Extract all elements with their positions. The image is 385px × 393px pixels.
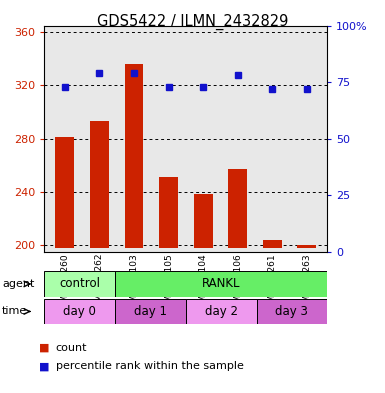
Bar	[186, 299, 256, 324]
Text: day 0: day 0	[63, 305, 96, 318]
Bar	[263, 240, 281, 248]
Bar	[297, 245, 316, 248]
Bar	[228, 169, 247, 248]
Text: count: count	[56, 343, 87, 353]
Bar	[44, 271, 115, 297]
Bar	[194, 195, 213, 248]
Bar	[90, 121, 109, 248]
Text: time: time	[2, 307, 27, 316]
Text: control: control	[59, 277, 100, 290]
Text: agent: agent	[2, 279, 34, 289]
Text: day 1: day 1	[134, 305, 167, 318]
Bar	[256, 299, 327, 324]
Bar	[159, 177, 178, 248]
Bar	[44, 299, 115, 324]
Text: day 3: day 3	[275, 305, 308, 318]
Bar	[124, 64, 144, 248]
Bar	[115, 299, 186, 324]
Text: percentile rank within the sample: percentile rank within the sample	[56, 361, 244, 371]
Text: day 2: day 2	[205, 305, 238, 318]
Text: GDS5422 / ILMN_2432829: GDS5422 / ILMN_2432829	[97, 14, 288, 30]
Text: ■: ■	[38, 361, 49, 371]
Text: ■: ■	[38, 343, 49, 353]
Text: RANKL: RANKL	[202, 277, 240, 290]
Bar	[55, 137, 74, 248]
Bar	[115, 271, 327, 297]
